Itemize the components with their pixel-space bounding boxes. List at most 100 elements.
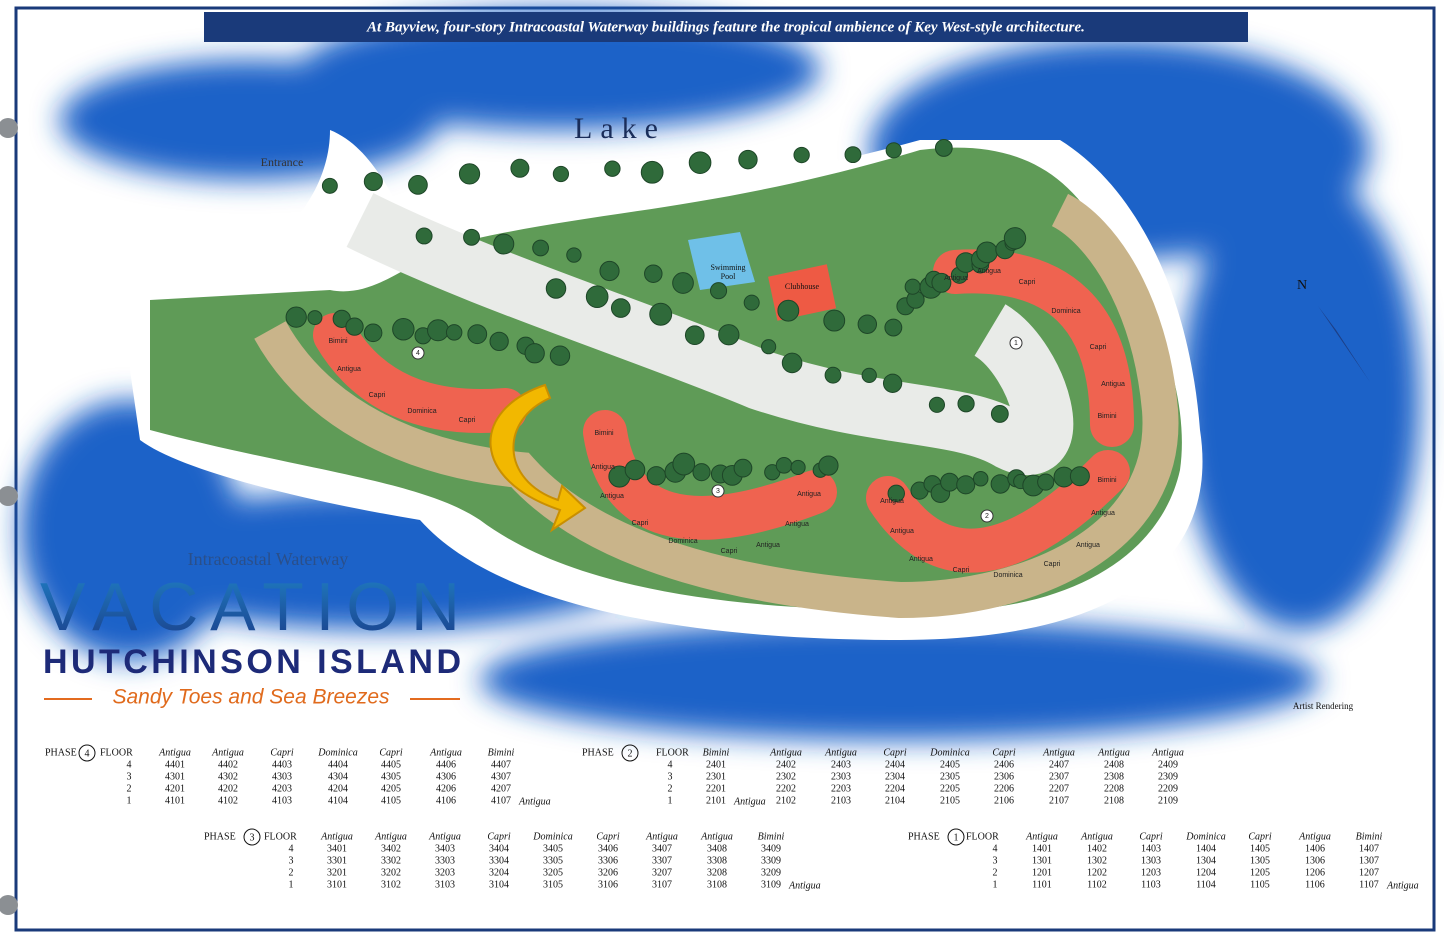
unit-label: Bimini xyxy=(1097,477,1117,484)
column-header: Antigua xyxy=(1025,831,1058,842)
column-header: Antigua xyxy=(645,831,678,842)
unit-label: Capri xyxy=(459,417,476,424)
tree xyxy=(684,325,705,346)
unit-number: 4201 xyxy=(165,783,185,794)
column-header: Capri xyxy=(1139,831,1163,842)
tree xyxy=(510,158,530,178)
tree xyxy=(738,149,758,170)
column-header: Bimini xyxy=(1356,831,1383,842)
unit-number: 2304 xyxy=(885,771,905,782)
unit-number: 4401 xyxy=(165,759,185,770)
unit-number: 4106 xyxy=(436,795,456,806)
column-header: Capri xyxy=(992,747,1016,758)
water xyxy=(20,400,240,660)
phase-label: PHASE xyxy=(582,747,614,758)
title-bar xyxy=(204,12,1248,42)
unit-number: 2206 xyxy=(994,783,1014,794)
tree xyxy=(640,160,664,184)
tree xyxy=(463,228,480,246)
building-number: 1 xyxy=(1014,340,1018,347)
unit-number: 1202 xyxy=(1087,867,1107,878)
unit-number: 4301 xyxy=(165,771,185,782)
unit-number: 4306 xyxy=(436,771,456,782)
unit-label: Antigua xyxy=(944,275,968,282)
unit-number: 2201 xyxy=(706,783,726,794)
tree xyxy=(928,396,946,413)
unit-number: 3204 xyxy=(489,867,509,878)
tree xyxy=(709,282,728,300)
floor-number: 4 xyxy=(668,759,673,770)
unit-number: 2205 xyxy=(940,783,960,794)
unit-number: 1407 xyxy=(1359,843,1379,854)
logo-main: VACATION xyxy=(40,569,460,645)
unit-number: 2104 xyxy=(885,795,905,806)
floor-number: 2 xyxy=(127,783,132,794)
column-header: Antigua xyxy=(158,747,191,758)
floor-number: 3 xyxy=(289,855,294,866)
tree xyxy=(718,324,740,346)
unit-number: 3406 xyxy=(598,843,618,854)
unit-number: 2408 xyxy=(1104,759,1124,770)
unit-number: 2302 xyxy=(776,771,796,782)
unit-number: 4203 xyxy=(272,783,292,794)
column-header: Antigua xyxy=(374,831,407,842)
tree xyxy=(790,459,806,475)
tree xyxy=(427,319,450,342)
unit-number: 3104 xyxy=(489,879,509,890)
unit-label: Antigua xyxy=(1091,510,1115,517)
unit-number: 1401 xyxy=(1032,843,1052,854)
unit-label: Capri xyxy=(1044,561,1061,568)
tree xyxy=(672,452,696,476)
unit-number: 2101 xyxy=(706,795,726,806)
unit-number: 3401 xyxy=(327,843,347,854)
logo-sub: HUTCHINSON ISLAND xyxy=(43,643,461,681)
column-header: Bimini xyxy=(703,747,730,758)
unit-number: 3203 xyxy=(435,867,455,878)
unit-number: 3208 xyxy=(707,867,727,878)
building xyxy=(313,313,527,433)
unit-number: 1405 xyxy=(1250,843,1270,854)
unit-number: 3202 xyxy=(381,867,401,878)
tree xyxy=(824,366,842,384)
unit-number: 2202 xyxy=(776,783,796,794)
tree xyxy=(321,177,338,194)
column-header: Antigua xyxy=(1151,747,1184,758)
unit-number: 3308 xyxy=(707,855,727,866)
unit-number: 3108 xyxy=(707,879,727,890)
unit-number: 3101 xyxy=(327,879,347,890)
column-header: Capri xyxy=(596,831,620,842)
floor-header: FLOOR xyxy=(966,831,999,842)
tree xyxy=(904,278,921,295)
unit-number: 1204 xyxy=(1196,867,1216,878)
unit-number: 2406 xyxy=(994,759,1014,770)
building-number: 3 xyxy=(716,488,720,495)
unit-number: 1307 xyxy=(1359,855,1379,866)
floor-number: 2 xyxy=(993,867,998,878)
unit-number: 4403 xyxy=(272,759,292,770)
unit-number: 3105 xyxy=(543,879,563,890)
unit-label: Capri xyxy=(632,520,649,527)
unit-number: 1403 xyxy=(1141,843,1161,854)
map-label: Pool xyxy=(721,272,736,281)
unit-number: 1103 xyxy=(1141,879,1161,890)
column-header: Capri xyxy=(883,747,907,758)
unit-number: 1201 xyxy=(1032,867,1052,878)
tree xyxy=(532,239,549,257)
tree xyxy=(733,458,753,478)
tree xyxy=(285,306,307,328)
unit-label: Capri xyxy=(1090,344,1107,351)
tree xyxy=(363,171,383,192)
tree xyxy=(882,373,903,393)
tree xyxy=(467,324,488,345)
unit-number: 2401 xyxy=(706,759,726,770)
unit-note: Antigua xyxy=(1386,880,1419,891)
unit-label: Bimini xyxy=(1097,413,1117,420)
unit-number: 1206 xyxy=(1305,867,1325,878)
column-header: Antigua xyxy=(824,747,857,758)
unit-number: 4307 xyxy=(491,771,511,782)
unit-number: 3205 xyxy=(543,867,563,878)
unit-number: 4305 xyxy=(381,771,401,782)
unit-number: 2105 xyxy=(940,795,960,806)
unit-label: Dominica xyxy=(668,538,697,545)
unit-label: Antigua xyxy=(337,366,361,373)
